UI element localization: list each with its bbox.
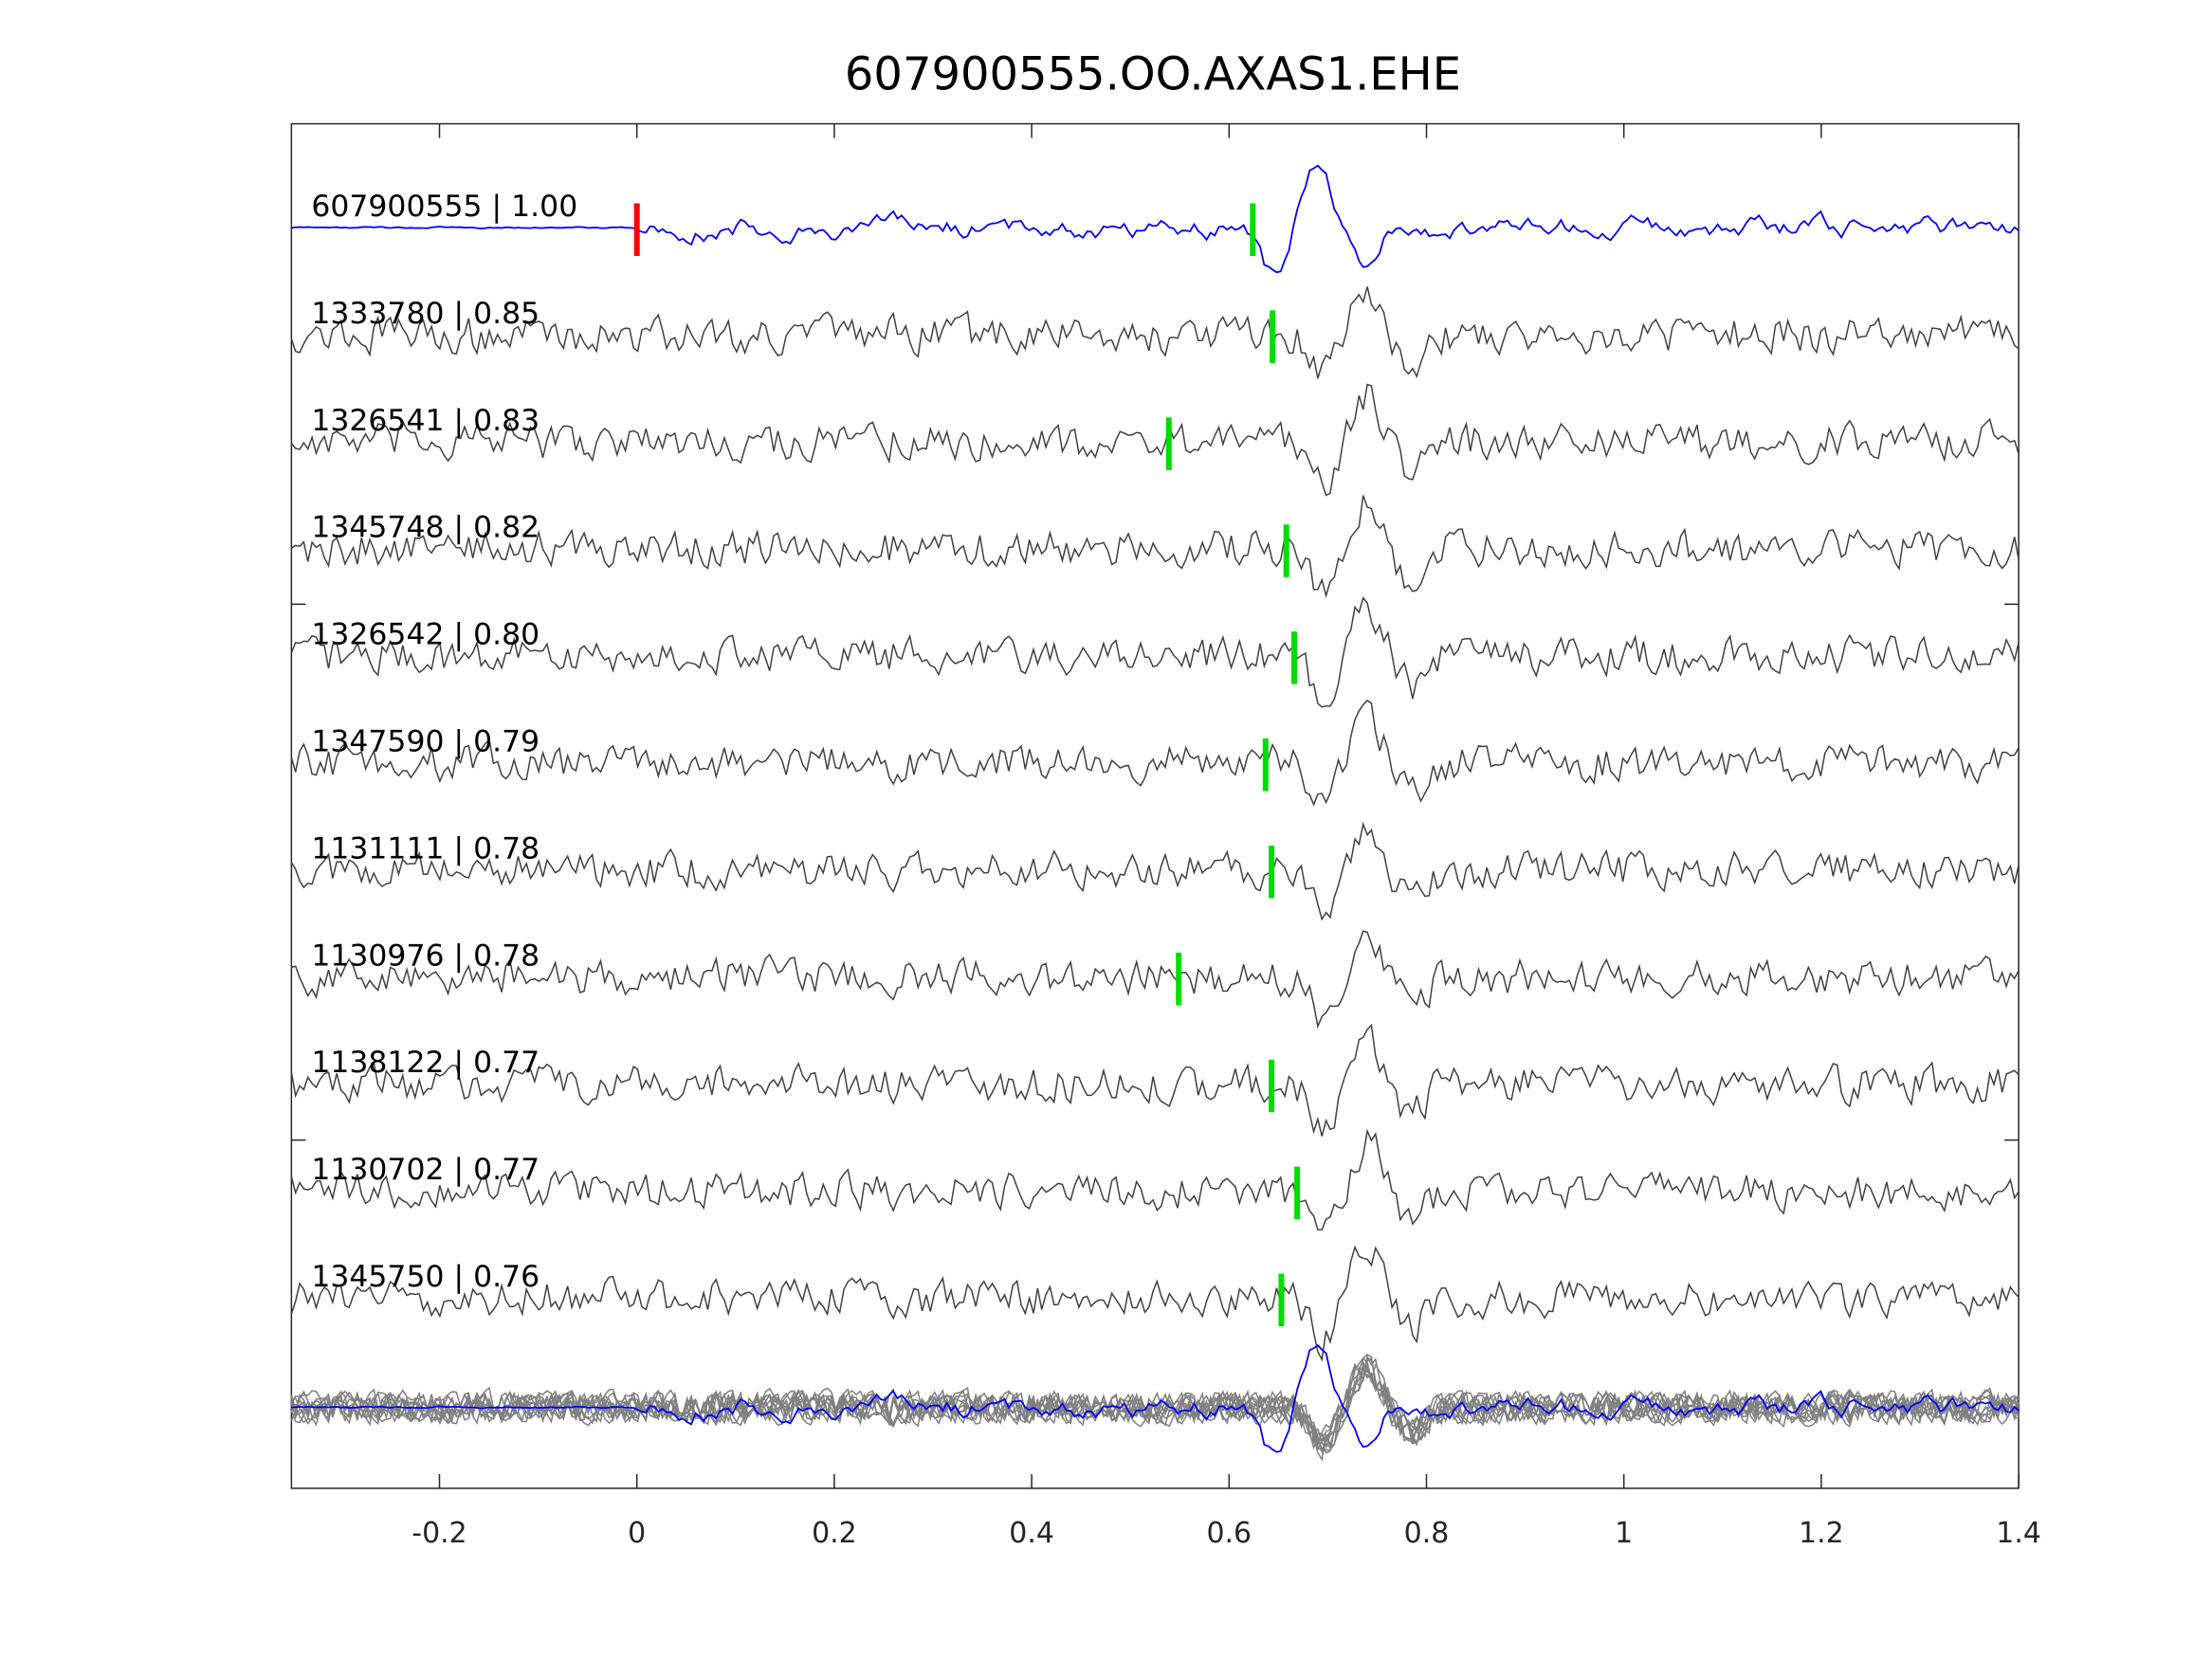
trace-label: 1326541 | 0.83 [311, 404, 539, 438]
x-tick-label: 0 [628, 1517, 646, 1550]
trace-label: 1333780 | 0.85 [311, 297, 539, 331]
waveform [290, 495, 2020, 598]
trace-labels: 607900555 | 1.00 1333780 | 0.85 1326541 | … [311, 190, 577, 1294]
waveform [290, 1128, 2020, 1231]
trace-label: 1131111 | 0.78 [311, 831, 539, 866]
x-tick-label: 1.4 [1996, 1517, 2041, 1550]
waveform [290, 596, 2020, 708]
chart-title: 607900555.OO.AXAS1.EHE [845, 48, 1461, 101]
stack-waveform [290, 1357, 2020, 1452]
x-tick-label: 1.2 [1799, 1517, 1844, 1550]
x-tick-label: 1 [1615, 1517, 1633, 1550]
waveform [291, 930, 2020, 1030]
stack-template-waveform [291, 1343, 2020, 1453]
waveform [290, 383, 2020, 497]
trace-label: 1138122 | 0.77 [311, 1046, 539, 1080]
axes-group: -0.2 0 0.2 0.4 0.6 0.8 1 1.2 1.4 [291, 123, 2041, 1550]
trace-label: 1347590 | 0.79 [311, 725, 539, 759]
trace-label: 1345748 | 0.82 [311, 511, 539, 545]
stack-group [290, 1343, 2020, 1462]
template-waveform [291, 164, 2020, 274]
trace-label: 607900555 | 1.00 [311, 190, 577, 224]
traces-group [290, 164, 2020, 1362]
plot-area [290, 122, 2020, 1489]
x-tick-label: 0.8 [1404, 1517, 1450, 1550]
waveform [290, 286, 2020, 379]
waveform [290, 821, 2020, 921]
trace-label: 1130702 | 0.77 [311, 1153, 539, 1187]
waveform [290, 1023, 2020, 1137]
waveform [290, 1245, 2020, 1362]
x-tick-label: 0.2 [812, 1517, 857, 1550]
stack-waveform [290, 1362, 2020, 1462]
x-tick-label: 0.6 [1206, 1517, 1252, 1550]
trace-label: 1130976 | 0.78 [311, 939, 539, 973]
trace-label: 1345750 | 0.76 [311, 1260, 539, 1294]
x-tick-label: 0.4 [1009, 1517, 1054, 1550]
x-tick-label: -0.2 [411, 1517, 466, 1550]
waveform [290, 699, 2020, 807]
trace-label: 1326542 | 0.80 [311, 618, 539, 652]
